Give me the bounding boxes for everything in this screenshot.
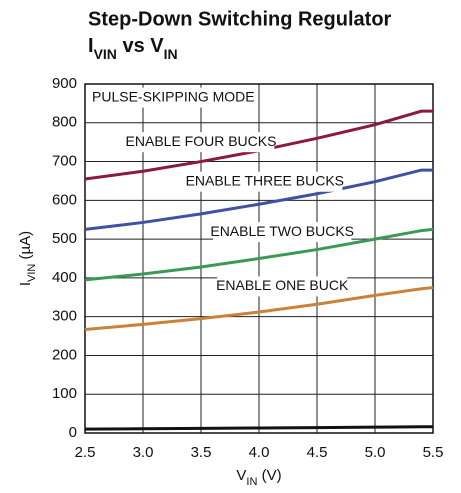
y-tick-label: 300 [52, 308, 77, 325]
text-part: vs V [117, 35, 164, 57]
x-tick-label: 3.5 [191, 444, 212, 461]
text-part: (V) [257, 467, 281, 484]
x-tick-label: 4.5 [307, 444, 328, 461]
y-tick-label: 0 [69, 424, 77, 441]
series-label: ENABLE TWO BUCKS [210, 223, 354, 239]
series-line [84, 168, 433, 231]
x-tick-label: 3.0 [133, 444, 154, 461]
series-line [84, 227, 434, 282]
x-tick-label: 4.0 [249, 444, 270, 461]
y-tick-label: 900 [52, 75, 77, 92]
y-tick-label: 400 [52, 269, 77, 286]
x-tick-label: 5.5 [423, 444, 444, 461]
label-background [87, 87, 259, 108]
y-tick-label: 800 [52, 114, 77, 131]
subscript: IN [246, 476, 257, 488]
y-tick-label: 200 [52, 346, 77, 363]
chart-title: Step-Down Switching Regulator [88, 8, 392, 30]
series-label: ENABLE FOUR BUCKS [126, 133, 277, 149]
series-line [84, 425, 433, 431]
series-line [84, 286, 434, 331]
subscript: VIN [26, 264, 38, 282]
x-tick-label: 2.5 [75, 444, 96, 461]
series-label: ENABLE THREE BUCKS [186, 172, 344, 188]
text-part: I [17, 282, 34, 286]
y-tick-label: 600 [52, 191, 77, 208]
x-tick-label: 5.0 [365, 444, 386, 461]
label-background [187, 171, 343, 192]
y-tick-label: 700 [52, 153, 77, 170]
annotation: PULSE-SKIPPING MODE [92, 88, 255, 104]
x-axis-label: VIN (V) [236, 467, 281, 488]
text-part: I [88, 35, 94, 57]
chart-subtitle: IVIN vs VIN [88, 35, 178, 61]
label-background [127, 132, 275, 153]
y-tick-label: 100 [52, 385, 77, 402]
label-background [217, 276, 348, 297]
text-part: V [236, 467, 246, 484]
plot-frame [84, 83, 434, 434]
label-background [213, 222, 352, 243]
subscript: IN [164, 46, 178, 62]
y-axis-label: IVIN (µA) [17, 231, 38, 286]
y-tick-label: 500 [52, 230, 77, 247]
series-line [84, 109, 433, 181]
series-label: ENABLE ONE BUCK [216, 277, 349, 293]
text-part: (µA) [17, 231, 34, 264]
subscript: VIN [94, 46, 117, 62]
